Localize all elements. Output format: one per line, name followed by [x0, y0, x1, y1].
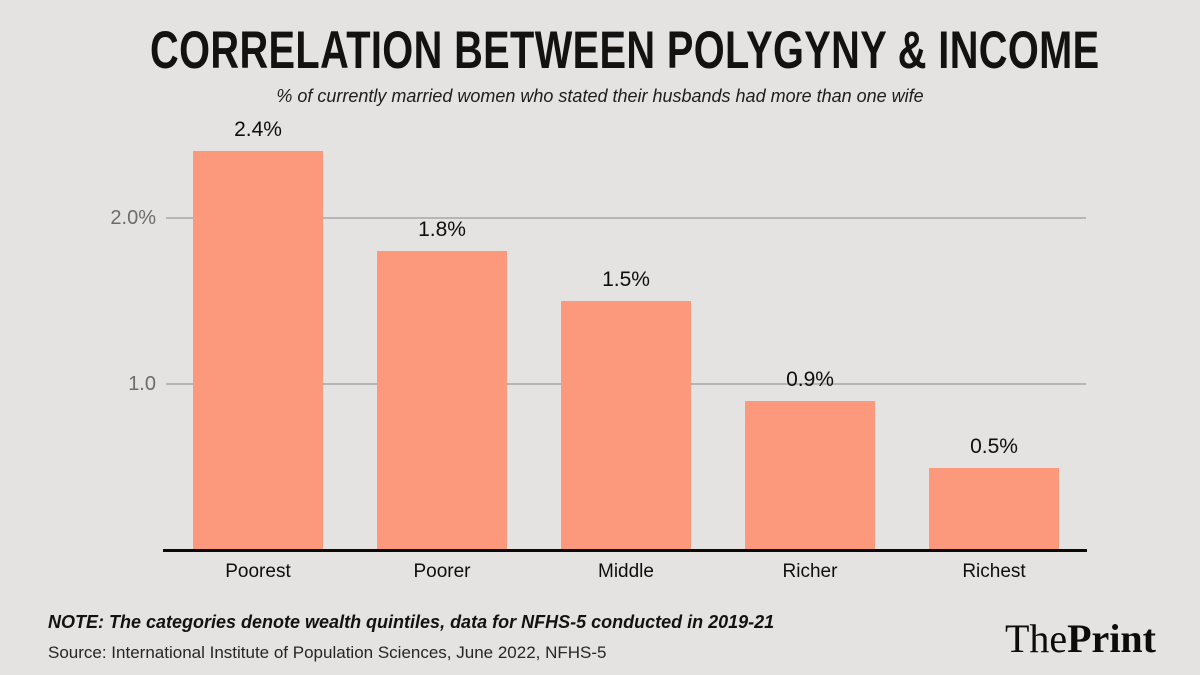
bar-value-label: 2.4% — [234, 118, 282, 142]
bar-poorer — [377, 251, 507, 551]
y-axis-tick-label: 1.0 — [128, 373, 156, 396]
bar-value-label: 0.9% — [786, 368, 834, 392]
x-axis-category-label: Middle — [598, 561, 654, 582]
x-axis-line — [163, 549, 1087, 552]
x-axis-category-label: Richest — [962, 561, 1026, 582]
bar-richest — [929, 467, 1059, 551]
footnote: NOTE: The categories denote wealth quint… — [48, 612, 775, 632]
bar-value-label: 1.5% — [602, 268, 650, 292]
x-axis-category-label: Poorest — [225, 561, 291, 582]
x-axis-category-label: Richer — [782, 561, 838, 582]
theprint-logo: ThePrint — [1005, 615, 1156, 662]
x-axis-category-label: Poorer — [413, 561, 471, 582]
y-axis-tick-label: 2.0% — [110, 206, 156, 229]
logo-text-bold: Print — [1067, 616, 1156, 661]
bar-value-label: 0.5% — [970, 434, 1018, 458]
source-credit: Source: International Institute of Popul… — [48, 643, 607, 662]
bar-richer — [745, 401, 875, 551]
bar-poorest — [193, 151, 323, 551]
bar-middle — [561, 301, 691, 551]
gridline-2 — [166, 216, 1086, 219]
chart-title: CORRELATION BETWEEN POLYGYNY & INCOME — [150, 21, 1100, 80]
logo-text-regular: The — [1004, 616, 1068, 661]
chart-subtitle: % of currently married women who stated … — [276, 86, 924, 106]
bar-value-label: 1.8% — [418, 218, 466, 242]
